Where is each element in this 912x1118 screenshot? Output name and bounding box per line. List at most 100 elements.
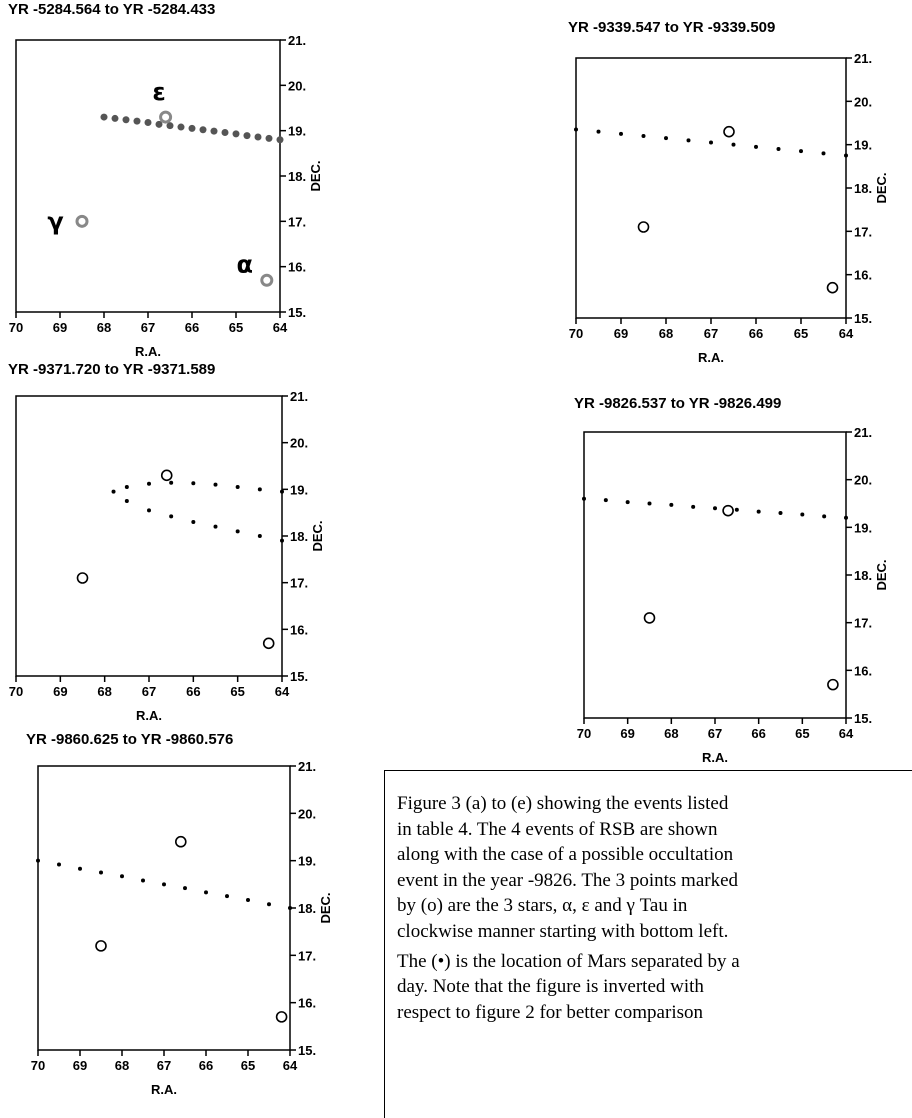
x-axis-label: R.A. — [702, 750, 728, 765]
mars-marker — [99, 870, 103, 875]
panel: YR -9371.720 to YR -9371.589 70 69 68 67 66 65… — [8, 361, 325, 723]
mars-marker — [243, 132, 251, 140]
star-marker — [827, 678, 839, 691]
mars-marker — [155, 120, 163, 128]
y-tick-label: 15. — [854, 311, 872, 326]
x-tick-label: 68 — [97, 684, 111, 699]
mars-marker — [191, 520, 196, 524]
y-tick-label: 18. — [854, 181, 872, 196]
y-tick-label: 17. — [288, 214, 306, 229]
star-marker — [160, 469, 173, 482]
x-tick-label: 69 — [53, 320, 67, 335]
mars-marker — [625, 500, 630, 505]
star-marker — [260, 273, 274, 287]
panel: YR -9826.537 to YR -9826.499 70 69 68 67 66 65… — [574, 395, 889, 765]
x-tick-label: 70 — [31, 1058, 45, 1073]
x-tick-label: 68 — [115, 1058, 129, 1073]
panel-title: YR -9826.537 to YR -9826.499 — [574, 395, 781, 412]
mars-marker — [844, 153, 848, 158]
caption-line: clockwise manner starting with bottom le… — [397, 920, 729, 942]
star-marker — [76, 572, 89, 584]
mars-marker — [188, 124, 196, 132]
caption-line: by (o) are the 3 stars, α, ε and γ Tau i… — [397, 895, 688, 917]
mars-marker — [288, 906, 292, 910]
y-tick-label: 16. — [290, 622, 308, 637]
x-tick-label: 68 — [659, 326, 673, 341]
mars-marker — [276, 136, 284, 144]
mars-marker — [844, 515, 848, 520]
mars-marker — [254, 133, 262, 141]
star-marker — [159, 110, 173, 124]
x-tick-label: 67 — [708, 726, 722, 741]
mars-marker — [603, 498, 608, 503]
mars-marker — [267, 902, 271, 907]
star-marker — [643, 612, 656, 624]
x-axis-label: R.A. — [135, 344, 161, 359]
star-marker — [723, 125, 735, 138]
y-tick-label: 19. — [288, 124, 306, 139]
caption-line: day. Note that the figure is inverted wi… — [397, 976, 704, 998]
mars-marker — [225, 894, 229, 899]
mars-marker — [213, 524, 218, 529]
x-tick-label: 68 — [97, 320, 111, 335]
y-tick-label: 16. — [854, 663, 872, 678]
y-tick-label: 20. — [854, 473, 872, 488]
y-tick-label: 18. — [298, 901, 316, 916]
y-tick-label: 16. — [298, 996, 316, 1011]
caption-line: The (•) is the location of Mars separate… — [397, 950, 740, 972]
x-tick-label: 65 — [241, 1058, 255, 1073]
y-tick-label: 17. — [854, 224, 872, 239]
mars-marker — [147, 481, 151, 486]
y-axis-label: DEC. — [874, 559, 889, 590]
mars-marker — [124, 485, 129, 489]
mars-marker — [100, 113, 108, 121]
star-marker — [722, 504, 734, 517]
y-tick-label: 15. — [298, 1043, 316, 1058]
mars-marker — [36, 858, 40, 863]
star-marker — [826, 281, 839, 294]
y-tick-label: 19. — [854, 520, 872, 535]
x-tick-label: 67 — [141, 320, 155, 335]
mars-marker — [246, 897, 250, 902]
y-tick-label: 19. — [298, 854, 316, 869]
mars-marker — [257, 534, 262, 538]
x-tick-label: 70 — [569, 326, 583, 341]
caption-line: along with the case of a possible occult… — [397, 844, 734, 866]
y-tick-label: 20. — [288, 78, 306, 93]
star-marker — [75, 214, 89, 228]
y-tick-label: 15. — [288, 305, 306, 320]
y-tick-label: 16. — [854, 268, 872, 283]
caption-line: in table 4. The 4 events of RSB are show… — [397, 818, 718, 840]
mars-marker — [204, 890, 208, 895]
mars-marker — [686, 138, 691, 143]
mars-marker — [120, 874, 124, 879]
mars-marker — [280, 489, 284, 494]
mars-marker — [754, 144, 758, 149]
plot-frame — [37, 765, 291, 1051]
caption-line: Figure 3 (a) to (e) showing the events l… — [397, 793, 729, 814]
mars-marker — [265, 134, 273, 142]
y-tick-label: 20. — [290, 436, 308, 451]
y-tick-label: 18. — [290, 529, 308, 544]
star-marker — [95, 940, 107, 952]
x-tick-label: 66 — [749, 326, 763, 341]
panel: YR -9860.625 to YR -9860.576 70 69 68 67 66 65… — [26, 731, 333, 1097]
mars-marker — [821, 151, 826, 156]
mars-marker — [235, 485, 240, 489]
mars-marker — [78, 866, 82, 871]
plot-frame — [15, 395, 283, 677]
mars-marker — [57, 862, 61, 867]
x-axis-label: R.A. — [136, 708, 162, 723]
y-axis-label: DEC. — [308, 160, 323, 191]
x-tick-label: 66 — [185, 320, 199, 335]
mars-marker — [574, 127, 578, 132]
mars-marker — [147, 508, 151, 513]
mars-marker — [664, 136, 668, 141]
mars-marker — [800, 512, 805, 517]
x-axis-label: R.A. — [698, 350, 724, 365]
y-tick-label: 15. — [854, 711, 872, 726]
y-axis-label: DEC. — [874, 172, 889, 203]
x-tick-label: 65 — [794, 326, 808, 341]
mars-marker — [111, 114, 119, 122]
